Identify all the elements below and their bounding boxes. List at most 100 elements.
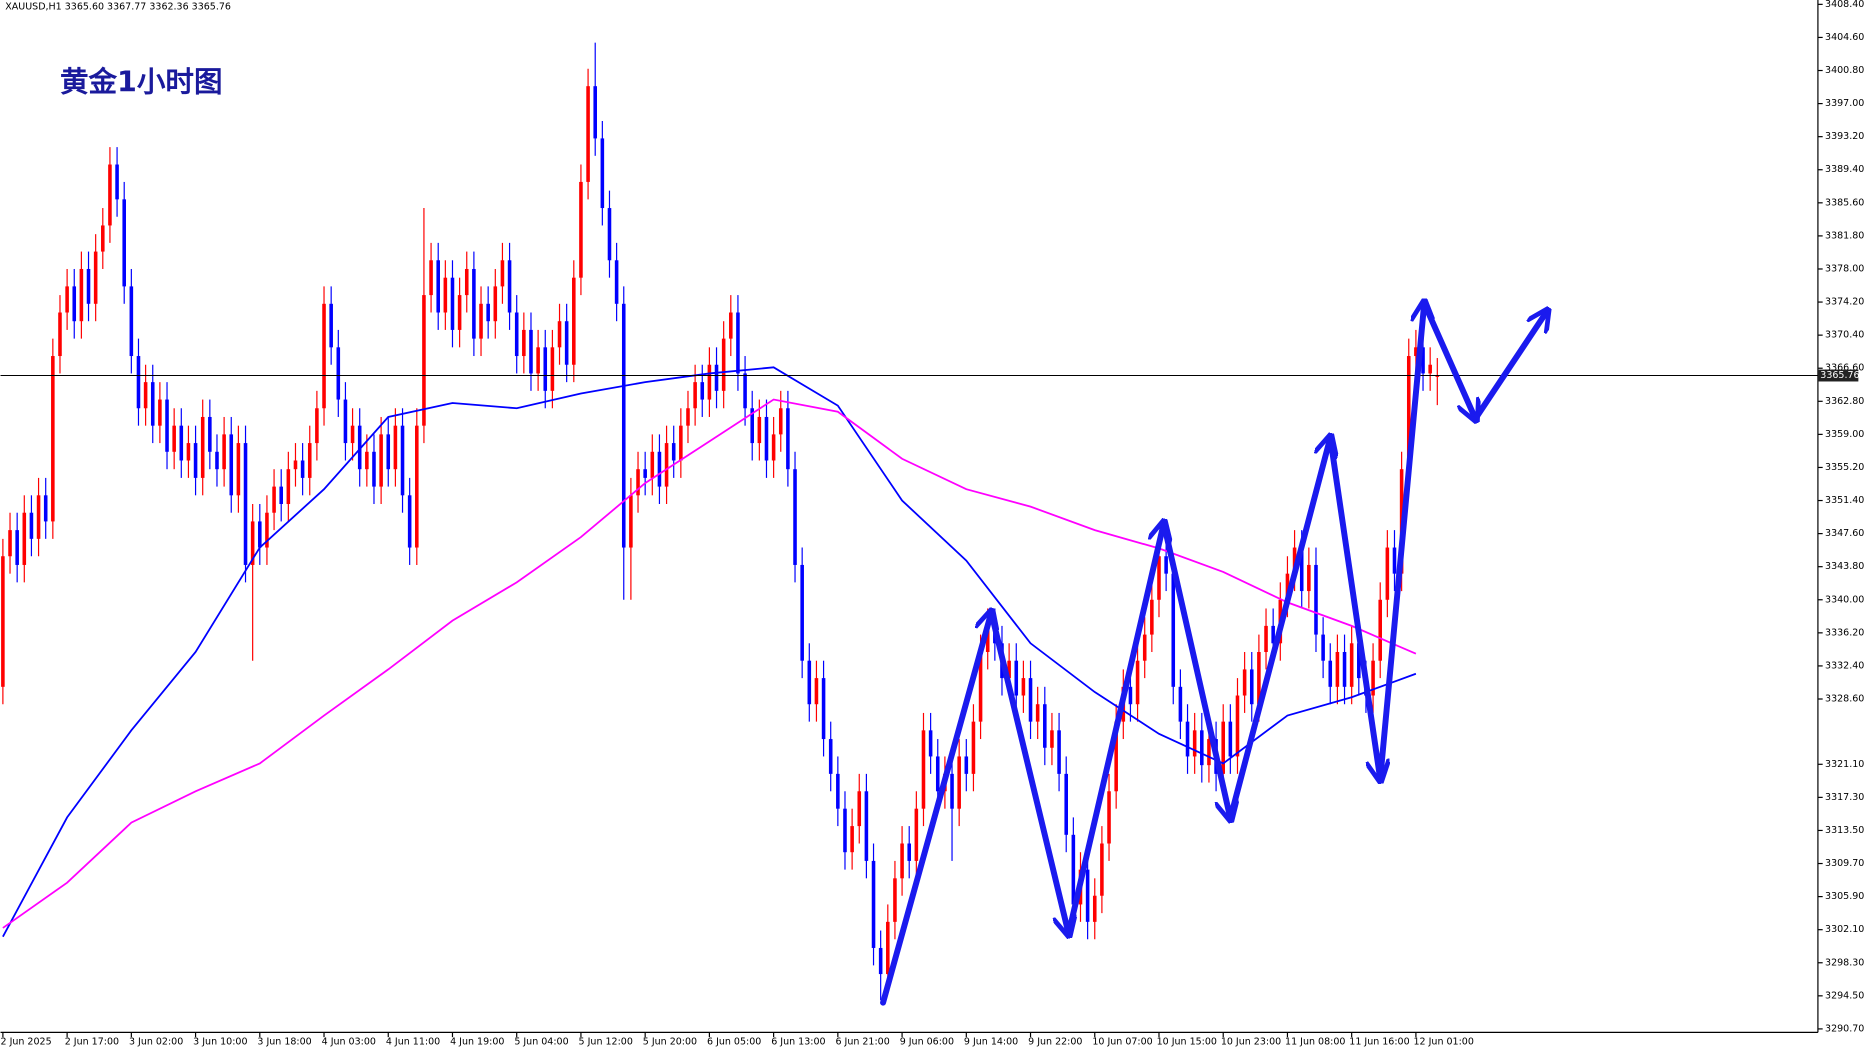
trend-arrow — [1472, 312, 1546, 422]
candle-body — [964, 756, 969, 774]
candle-body — [1200, 730, 1204, 766]
candle-body — [72, 286, 77, 322]
candle-body — [1035, 704, 1040, 722]
candle-body — [115, 164, 119, 200]
trend-arrow — [1065, 523, 1164, 937]
candle-body — [657, 451, 662, 487]
candle-body — [486, 303, 490, 322]
chart-header: XAUUSD,H1 3365.60 3367.77 3362.36 3365.7… — [5, 2, 231, 13]
candle-body — [614, 260, 619, 304]
candle-body — [607, 208, 612, 261]
candle-body — [343, 399, 348, 444]
candle-body — [1007, 660, 1011, 679]
candle-body — [600, 138, 605, 209]
candle-body — [1249, 669, 1254, 705]
candle-body — [379, 434, 383, 487]
candle-body — [836, 773, 840, 809]
candle-body — [1321, 634, 1325, 661]
candle-body — [786, 408, 790, 470]
candle-body — [143, 382, 148, 409]
candle-body — [900, 843, 904, 879]
candle-body — [250, 521, 255, 565]
candle-body — [1357, 643, 1361, 679]
candle-body — [1392, 547, 1397, 574]
candle-body — [1421, 347, 1425, 374]
trend-arrow — [1160, 520, 1231, 818]
candle-body — [1342, 651, 1347, 687]
candle-body — [821, 678, 826, 740]
x-tick-label: 9 Jun 22:00 — [1028, 1036, 1082, 1047]
candle-body — [1157, 556, 1161, 600]
candle-body — [978, 651, 983, 722]
candle-body — [807, 660, 812, 705]
candle-body — [757, 416, 762, 444]
y-tick-label: 3404.60 — [1825, 32, 1864, 43]
candle-body — [108, 164, 112, 226]
candle-body — [550, 347, 555, 391]
candle-body — [336, 347, 341, 400]
y-tick-label: 3378.00 — [1825, 263, 1864, 274]
candle-body — [300, 460, 305, 478]
trend-arrow — [1377, 303, 1424, 783]
candle-body — [957, 756, 961, 809]
candle-body — [436, 260, 440, 313]
candle-body — [457, 295, 462, 330]
candle-body — [357, 425, 362, 470]
x-tick-label: 5 Jun 12:00 — [579, 1036, 633, 1047]
candle-body — [1142, 634, 1147, 661]
y-tick-label: 3336.20 — [1825, 627, 1864, 638]
candle-body — [1271, 625, 1275, 644]
x-tick-label: 2 Jun 2025 — [1, 1036, 52, 1047]
candle-body — [350, 425, 355, 444]
y-tick-label: 3290.70 — [1825, 1023, 1864, 1034]
candle-body — [814, 678, 819, 705]
candle-body — [415, 425, 419, 548]
candle-body — [579, 181, 583, 278]
price-label-box — [1817, 369, 1859, 382]
candle-body — [507, 260, 512, 313]
candle-body — [179, 425, 184, 461]
y-tick-label: 3370.40 — [1825, 330, 1864, 341]
x-tick-label: 10 Jun 15:00 — [1157, 1036, 1217, 1047]
candle-body — [671, 443, 676, 461]
x-tick-label: 3 Jun 02:00 — [129, 1036, 183, 1047]
candle-body — [450, 277, 455, 330]
candle-body — [15, 530, 19, 565]
candle-body — [400, 425, 405, 496]
candle-body — [500, 260, 505, 287]
candle-body — [1085, 869, 1090, 922]
candle-body — [1207, 739, 1211, 766]
x-tick-label: 11 Jun 16:00 — [1349, 1036, 1409, 1047]
candle-body — [1406, 356, 1411, 470]
candle-body — [864, 791, 869, 861]
candle-body — [307, 443, 312, 478]
candle-body — [643, 469, 647, 478]
candle-body — [493, 286, 498, 322]
candle-body — [1328, 660, 1333, 687]
y-tick-label: 3340.00 — [1825, 594, 1864, 605]
candle-body — [1378, 599, 1382, 661]
candle-body — [907, 843, 911, 861]
candle-body — [322, 303, 326, 409]
candle-body — [1028, 678, 1033, 722]
candle-body — [1299, 547, 1304, 592]
candle-body — [329, 303, 333, 348]
candle-body — [1335, 651, 1340, 687]
candle-body — [315, 408, 319, 444]
candle-body — [1314, 564, 1318, 635]
candle-body — [258, 521, 262, 548]
candle-body — [265, 512, 269, 548]
candle-body — [29, 512, 34, 539]
candle-body — [1292, 547, 1297, 574]
candle-body — [778, 408, 783, 435]
candle-body — [543, 347, 548, 391]
y-tick-label: 3332.40 — [1825, 660, 1864, 671]
candle-body — [8, 530, 12, 557]
candle-body — [136, 356, 141, 409]
candle-body — [222, 434, 226, 470]
candle-body — [200, 416, 205, 478]
moving-average — [2, 366, 1417, 938]
candle-body — [793, 469, 797, 565]
candle-body — [65, 286, 69, 313]
